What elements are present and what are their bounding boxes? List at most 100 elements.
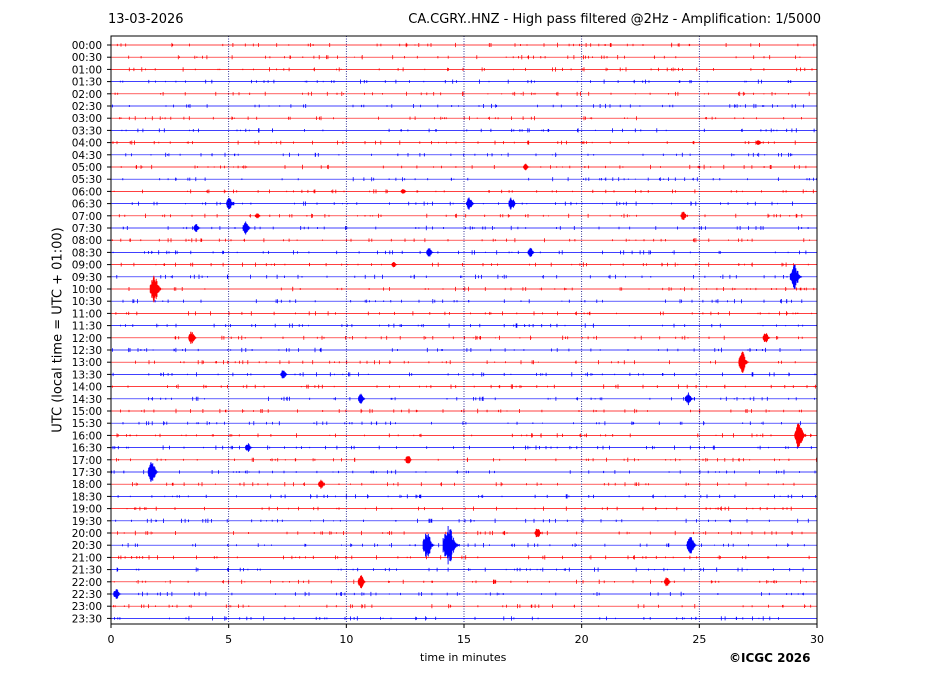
trace-noise [116, 457, 817, 462]
row-label: 13:30 [72, 369, 102, 381]
row-label: 05:30 [72, 174, 102, 186]
trace-noise [174, 335, 803, 340]
row-label: 20:00 [72, 528, 102, 540]
trace-noise [114, 616, 779, 621]
event-burst [664, 577, 673, 587]
event-burst [426, 248, 435, 257]
x-tick-label: 0 [108, 633, 115, 646]
event-burst [193, 224, 201, 232]
trace-noise [118, 555, 810, 560]
row-label: 15:00 [72, 406, 102, 418]
row-label: 04:30 [72, 150, 102, 162]
row-label: 00:30 [72, 52, 102, 64]
trace-noise [118, 213, 803, 218]
trace-noise [122, 421, 801, 426]
row-label: 22:00 [72, 577, 102, 589]
event-burst [794, 423, 809, 448]
row-label: 21:00 [72, 552, 102, 564]
trace-noise [116, 42, 815, 48]
trace-noise [112, 347, 801, 353]
trace-noise [128, 55, 801, 60]
row-label: 15:30 [72, 418, 102, 430]
event-burst [254, 213, 262, 219]
row-label: 17:00 [72, 455, 102, 467]
x-tick-label: 25 [692, 633, 706, 646]
row-label: 23:00 [72, 601, 102, 613]
trace-noise [120, 164, 807, 170]
trace-noise [125, 152, 793, 157]
trace-noise [126, 506, 792, 511]
x-axis-label: time in minutes [420, 651, 507, 664]
trace-noise [128, 67, 813, 72]
trace-noise [120, 262, 809, 267]
event-burst [523, 163, 531, 171]
row-label: 19:00 [72, 504, 102, 516]
trace-noise [110, 250, 807, 255]
trace-noise [135, 360, 796, 365]
row-label: 06:30 [72, 199, 102, 211]
trace-noise [112, 445, 812, 450]
event-burst [188, 331, 198, 344]
row-label: 19:30 [72, 516, 102, 528]
event-burst [527, 247, 536, 257]
row-label: 01:30 [72, 77, 102, 89]
row-labels: 00:0000:3001:0001:3002:0002:3003:0003:30… [72, 40, 111, 625]
x-tick-label: 15 [457, 633, 471, 646]
row-label: 12:30 [72, 345, 102, 357]
event-burst [534, 528, 543, 538]
row-label: 02:30 [72, 101, 102, 113]
row-label: 01:00 [72, 64, 102, 76]
row-label: 18:00 [72, 479, 102, 491]
x-tick-label: 20 [575, 633, 589, 646]
chart-title: CA.CGRY..HNZ - High pass filtered @2Hz -… [408, 12, 821, 27]
vertical-grid [228, 36, 700, 624]
event-burst [686, 537, 698, 554]
row-label: 10:00 [72, 284, 102, 296]
trace-noise [111, 238, 810, 243]
row-label: 03:00 [72, 113, 102, 125]
row-label: 12:00 [72, 333, 102, 345]
trace-noise [122, 543, 805, 548]
row-label: 07:00 [72, 211, 102, 223]
event-burst [738, 351, 751, 373]
event-burst [756, 140, 763, 145]
row-label: 22:30 [72, 589, 102, 601]
trace-noise [115, 311, 813, 316]
trace-noise [119, 79, 792, 84]
event-burst [684, 392, 695, 406]
event-burst [242, 221, 252, 235]
event-burst [405, 456, 414, 464]
trace-noise [120, 408, 802, 414]
trace-noise [117, 494, 816, 499]
row-label: 23:30 [72, 613, 102, 625]
row-label: 09:00 [72, 260, 102, 272]
row-label: 14:30 [72, 394, 102, 406]
trace-noise [113, 604, 812, 609]
row-label: 05:00 [72, 162, 102, 174]
event-burst [442, 526, 462, 565]
event-burst [147, 462, 160, 482]
trace-noise [128, 286, 815, 292]
trace-noise [122, 299, 803, 304]
row-label: 16:00 [72, 430, 102, 442]
date-label: 13-03-2026 [108, 12, 184, 27]
trace-noise [120, 323, 818, 328]
trace-noise [116, 567, 804, 572]
event-burst [357, 575, 368, 589]
trace-noise [117, 530, 803, 536]
row-label: 20:30 [72, 540, 102, 552]
event-burst [149, 275, 164, 303]
event-burst [113, 589, 122, 599]
trace-noise [112, 103, 804, 109]
event-burst [318, 479, 326, 489]
trace-noise [121, 128, 815, 133]
row-label: 04:00 [72, 138, 102, 150]
event-burst [508, 197, 518, 210]
row-label: 09:30 [72, 272, 102, 284]
event-burst [358, 393, 367, 404]
trace-noise [132, 482, 795, 487]
row-label: 06:00 [72, 186, 102, 198]
trace-noise [112, 372, 816, 377]
trace-noise [122, 225, 809, 231]
